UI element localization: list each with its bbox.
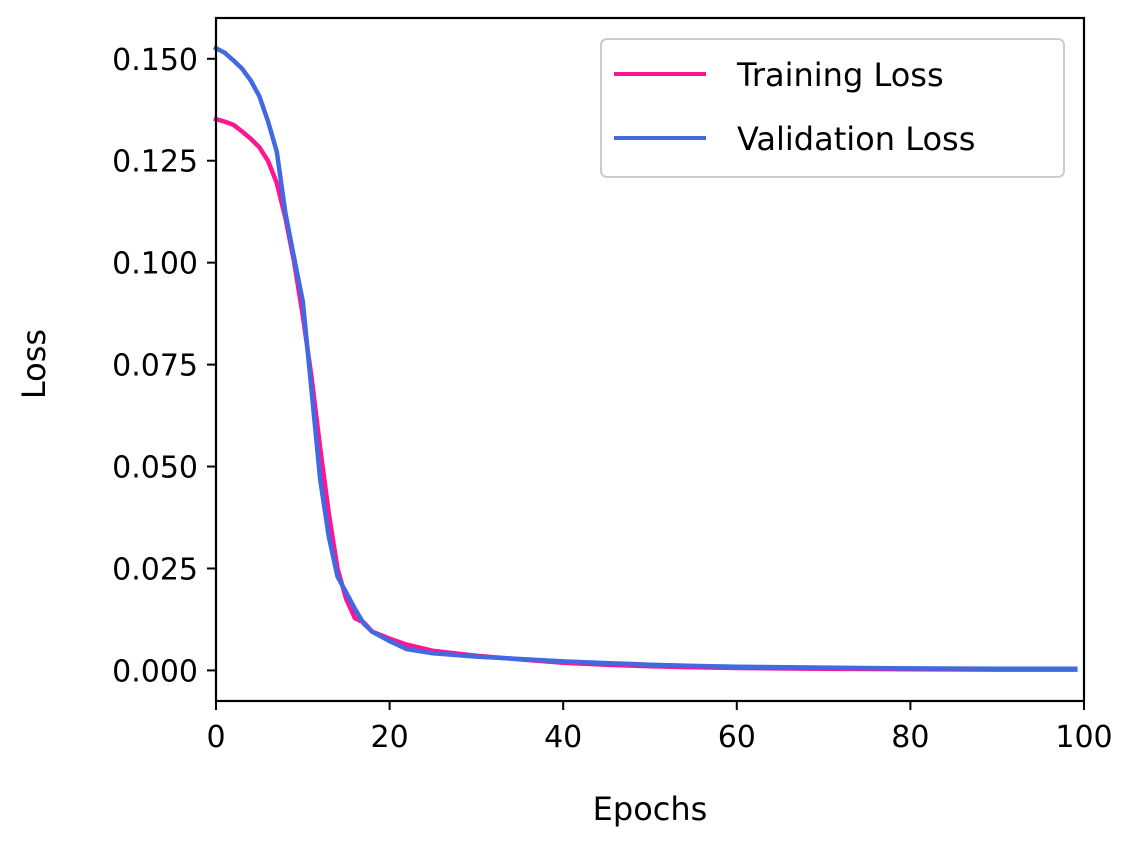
y-tick-label: 0.075 (112, 349, 198, 384)
series-line-validation-loss (212, 45, 1078, 672)
legend-frame (600, 38, 1065, 178)
x-axis-ticks: 0 20 40 60 80 100 (206, 701, 1113, 755)
x-tick-label: 0 (206, 720, 225, 755)
legend-label-validation: Validation Loss (737, 120, 975, 158)
x-axis-title: Epochs (593, 790, 708, 828)
y-axis-title: Loss (15, 329, 53, 399)
y-tick-label: 0.050 (112, 451, 198, 486)
plot-lines (212, 45, 1078, 672)
legend: Training Loss Validation Loss (600, 38, 1065, 178)
x-tick-label: 100 (1055, 720, 1112, 755)
y-tick-label: 0.000 (112, 654, 198, 689)
y-tick-label: 0.100 (112, 247, 198, 282)
x-tick-label: 20 (371, 720, 409, 755)
plot-frame (214, 16, 1086, 703)
y-tick-label: 0.125 (112, 145, 198, 180)
y-tick-label: 0.025 (112, 552, 198, 587)
x-tick-label: 40 (544, 720, 582, 755)
y-tick-label: 0.150 (112, 43, 198, 78)
y-axis-ticks: 0.000 0.025 0.050 0.075 0.100 0.125 0.150 (112, 43, 216, 689)
x-tick-label: 60 (718, 720, 756, 755)
x-tick-label: 80 (891, 720, 929, 755)
legend-label-training: Training Loss (736, 56, 944, 94)
